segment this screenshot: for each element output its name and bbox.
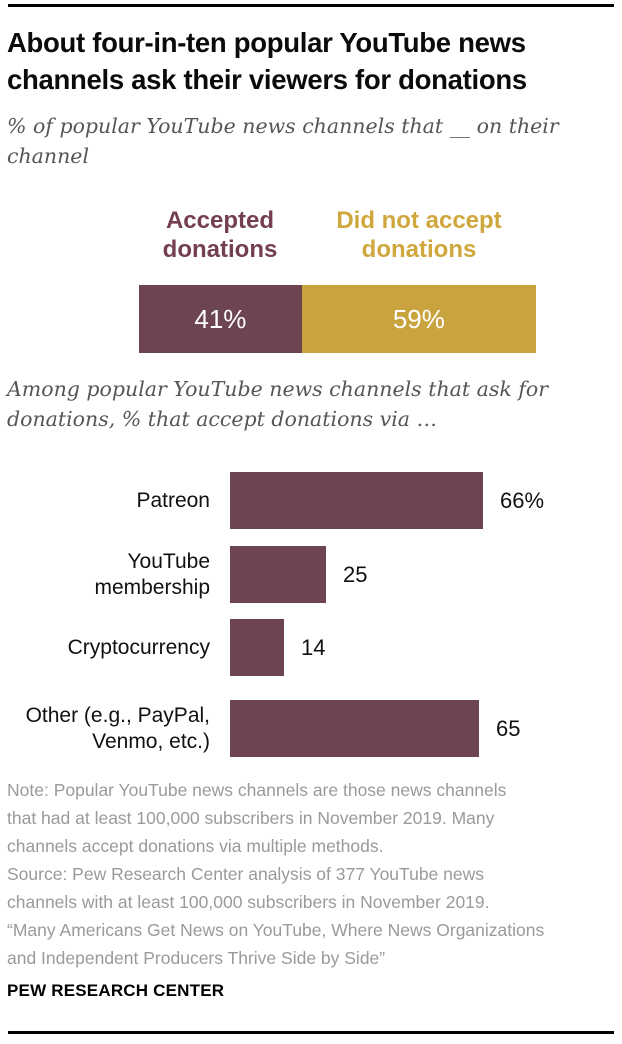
chart-subtitle-line-1: % of popular YouTube news channels that … [7,114,559,138]
top-rule [8,4,614,7]
bar [230,546,326,603]
method-row: Other (e.g., PayPal, Venmo, etc.) 65 [0,700,622,757]
method-row: Patreon 66% [0,472,622,529]
footnote-line: channels accept donations via multiple m… [7,836,384,856]
footnote-line: Note: Popular YouTube news channels are … [7,780,507,800]
stacked-segment-accepted-value: 41% [194,303,247,334]
category-label: Other (e.g., PayPal, Venmo, etc.) [25,703,210,753]
chart-title-line-1: About four-in-ten popular YouTube news [7,27,526,58]
footnote-line: and Independent Producers Thrive Side by… [7,948,386,968]
value-label: 25 [343,561,368,587]
footnote-line: “Many Americans Get News on YouTube, Whe… [7,920,545,940]
bar [230,619,284,676]
pew-research-center-brand: PEW RESEARCH CENTER [7,981,225,1000]
stacked-bar: 41% 59% [139,285,536,353]
legend-label-accepted-donations: Accepted donations [162,207,278,263]
chart-subtitle: % of popular YouTube news channels that … [7,111,615,171]
chart-title: About four-in-ten popular YouTube news c… [7,24,615,98]
bar [230,700,479,757]
bottom-rule [8,1031,614,1034]
chart-title-line-2: channels ask their viewers for donations [7,64,527,95]
footnote-block: Note: Popular YouTube news channels are … [7,776,619,972]
bar [230,472,483,529]
method-row: Cryptocurrency 14 [0,619,622,676]
value-label: 65 [496,715,521,741]
category-label: Cryptocurrency [67,635,210,659]
category-label: YouTube membership [94,549,210,599]
chart-subtitle-line-2: channel [7,144,89,168]
methods-chart-subtitle-line-2: donations, % that accept donations via … [7,407,438,431]
method-row: YouTube membership 25 [0,546,622,603]
methods-chart-subtitle: Among popular YouTube news channels that… [7,374,615,434]
stacked-segment-accepted: 41% [139,285,302,353]
footnote-line: channels with at least 100,000 subscribe… [7,892,490,912]
footnote-line: that had at least 100,000 subscribers in… [7,808,495,828]
value-label: 66% [500,487,545,513]
stacked-segment-did-not-accept: 59% [301,285,536,353]
methods-chart-subtitle-line-1: Among popular YouTube news channels that… [7,377,549,401]
footnote-line: Source: Pew Research Center analysis of … [7,864,484,884]
stacked-segment-did-not-accept-value: 59% [392,303,445,334]
value-label: 14 [301,634,326,660]
legend-label-did-not-accept-donations: Did not accept donations [336,207,502,263]
category-label: Patreon [136,488,210,512]
